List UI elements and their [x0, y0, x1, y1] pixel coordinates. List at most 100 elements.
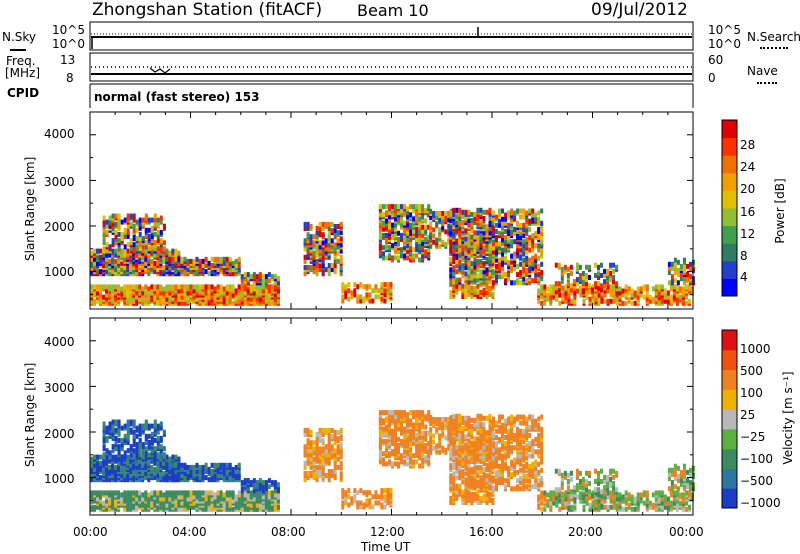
- echo-cell: [516, 263, 520, 269]
- echo-cell: [333, 464, 337, 470]
- echo-cell: [108, 450, 112, 456]
- echo-cell: [153, 221, 157, 227]
- echo-cell: [111, 225, 115, 231]
- echo-cell: [315, 226, 319, 231]
- echo-cell: [455, 269, 459, 275]
- echo-cell: [117, 429, 121, 435]
- echo-cell: [470, 261, 474, 267]
- echo-cell: [566, 266, 570, 272]
- echo-cell: [438, 217, 442, 223]
- echo-cell: [406, 455, 410, 461]
- echo-cell: [522, 226, 526, 232]
- echo-cell: [362, 296, 366, 302]
- echo-cell: [117, 217, 121, 223]
- echo-cell: [461, 246, 465, 252]
- echo-cell: [306, 438, 310, 444]
- echo-cell: [162, 492, 166, 498]
- echo-cell: [198, 258, 202, 264]
- nsky-tick-low: 10^0: [52, 37, 85, 51]
- echo-cell: [144, 296, 148, 302]
- echo-cell: [636, 294, 640, 300]
- echo-cell: [449, 238, 453, 244]
- echo-cell: [186, 464, 190, 470]
- echo-cell: [258, 296, 262, 302]
- echo-cell: [418, 208, 422, 214]
- echo-cell: [444, 217, 448, 223]
- echo-cell: [519, 222, 523, 228]
- echo-cell: [406, 416, 410, 422]
- echo-cell: [210, 263, 214, 268]
- echo-cell: [498, 208, 501, 214]
- nsky-label: N.Sky: [2, 30, 37, 44]
- echo-cell: [264, 294, 268, 300]
- echo-cell: [222, 269, 226, 275]
- echo-cell: [504, 278, 508, 284]
- echo-cell: [516, 208, 520, 214]
- echo-cell: [377, 288, 381, 294]
- echo-cell: [570, 298, 574, 304]
- echo-cell: [513, 280, 517, 286]
- echo-cell: [126, 440, 130, 445]
- echo-cell: [675, 300, 679, 306]
- echo-cell: [228, 284, 232, 290]
- echo-cell: [153, 423, 157, 429]
- echo-cell: [386, 500, 390, 506]
- echo-cell: [519, 270, 523, 275]
- echo-cell: [603, 273, 607, 278]
- echo-cell: [123, 217, 127, 223]
- echo-cell: [321, 438, 325, 444]
- echo-cell: [330, 228, 334, 234]
- echo-cell: [339, 442, 343, 448]
- echo-cell: [501, 251, 504, 257]
- echo-cell: [261, 504, 265, 510]
- echo-cell: [327, 440, 331, 446]
- echo-cell: [108, 215, 112, 221]
- echo-cell: [213, 477, 217, 483]
- echo-cell: [504, 212, 508, 218]
- echo-cell: [651, 296, 655, 302]
- velocity-ytick-1000: 1000: [44, 472, 75, 486]
- echo-cell: [609, 284, 613, 290]
- echo-cell: [327, 226, 331, 231]
- echo-cell: [522, 243, 526, 249]
- echo-cell: [479, 222, 483, 228]
- echo-cell: [531, 212, 535, 218]
- echo-cell: [264, 278, 268, 284]
- echo-cell: [150, 263, 154, 268]
- echo-cell: [246, 272, 250, 278]
- echo-cell: [123, 496, 127, 502]
- echo-cell: [237, 267, 241, 273]
- echo-cell: [388, 210, 391, 216]
- echo-cell: [603, 279, 607, 285]
- echo-cell: [111, 221, 115, 227]
- echo-cell: [441, 215, 445, 221]
- echo-cell: [427, 410, 431, 416]
- echo-cell: [303, 271, 307, 277]
- echo-cell: [449, 267, 453, 273]
- echo-cell: [108, 458, 112, 464]
- echo-cell: [156, 466, 160, 472]
- echo-cell: [132, 429, 136, 435]
- echo-cell: [249, 296, 253, 302]
- echo-cell: [447, 417, 451, 422]
- echo-cell: [129, 427, 133, 433]
- echo-cell: [522, 268, 526, 273]
- echo-cell: [237, 500, 241, 506]
- echo-cell: [412, 422, 416, 428]
- echo-cell: [174, 454, 178, 460]
- echo-cell: [549, 284, 553, 290]
- echo-cell: [141, 244, 145, 250]
- echo-cell: [306, 226, 310, 231]
- echo-cell: [303, 471, 307, 476]
- echo-cell: [374, 500, 378, 506]
- echo-cell: [513, 226, 517, 232]
- echo-cell: [606, 284, 610, 290]
- echo-cell: [385, 210, 388, 216]
- echo-cell: [409, 428, 413, 434]
- echo-cell: [528, 265, 532, 271]
- echo-cell: [306, 471, 310, 476]
- echo-cell: [406, 443, 410, 448]
- echo-cell: [461, 250, 465, 256]
- echo-cell: [168, 462, 172, 468]
- echo-cell: [153, 231, 157, 237]
